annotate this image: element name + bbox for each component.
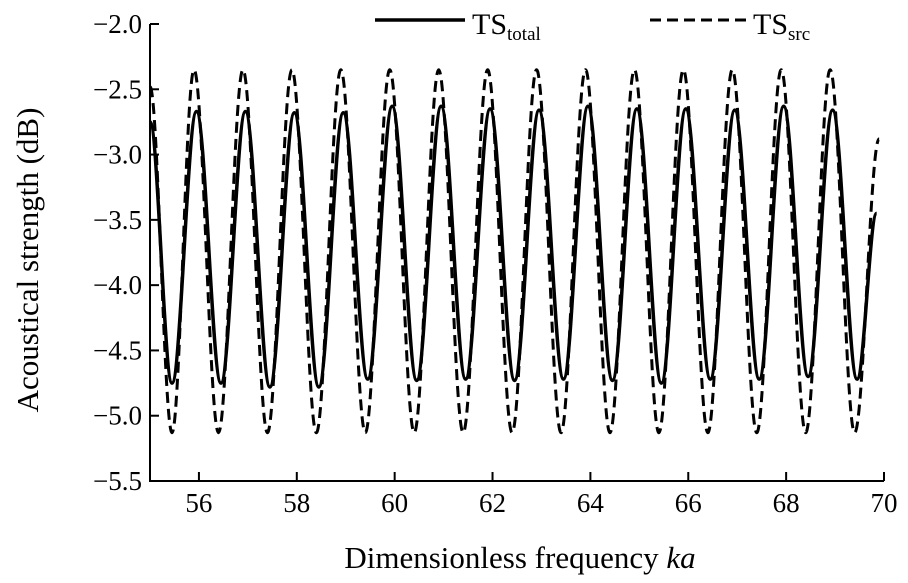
y-tick-label: −2.0	[93, 9, 142, 39]
x-tick-label: 62	[479, 488, 506, 518]
y-tick-label: −2.5	[93, 74, 142, 104]
y-tick-label: −5.0	[93, 401, 142, 431]
x-tick-label: 70	[871, 488, 898, 518]
y-tick-label: −3.5	[93, 205, 142, 235]
series-line-total	[148, 104, 879, 389]
chart-series	[148, 68, 881, 435]
series-line-src	[148, 68, 881, 435]
x-axis-ticks: 56 58 60 62 64 66 68 70	[185, 472, 898, 518]
legend: TStotal TSsrc	[375, 8, 810, 45]
y-tick-label: −4.0	[93, 270, 142, 300]
x-tick-label: 64	[577, 488, 605, 518]
x-tick-label: 66	[675, 488, 702, 518]
x-tick-label: 68	[773, 488, 800, 518]
y-tick-label: −3.0	[93, 140, 142, 170]
y-tick-label: −5.5	[93, 466, 142, 496]
x-tick-label: 58	[283, 488, 310, 518]
x-tick-label: 56	[185, 488, 212, 518]
x-axis-title: Dimensionless frequency ka	[344, 540, 695, 575]
axis-frame	[149, 24, 884, 482]
x-tick-label: 60	[381, 488, 408, 518]
y-axis-ticks: −2.0 −2.5 −3.0 −3.5 −4.0 −4.5 −5.0 −5.5	[93, 9, 159, 496]
legend-label-total: TStotal	[472, 8, 541, 45]
y-tick-label: −4.5	[93, 335, 142, 365]
legend-label-src: TSsrc	[753, 8, 810, 45]
y-axis-title: Acoustical strength (dB)	[10, 108, 45, 413]
